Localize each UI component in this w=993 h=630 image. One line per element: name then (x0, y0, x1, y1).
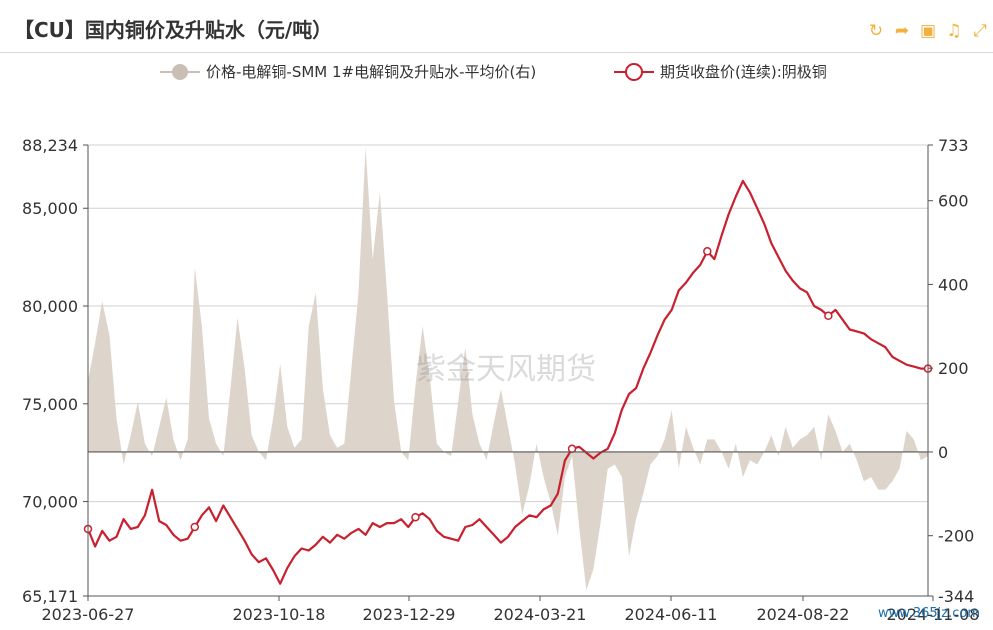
left-tick-label: 65,171 (22, 587, 78, 606)
x-tick-label: 2023-06-27 (42, 605, 135, 624)
left-tick-label: 70,000 (22, 493, 78, 512)
futures-marker (824, 311, 833, 321)
toolbar-icons: ↻ ➦ ▣ ♫ ⤢ (863, 18, 993, 44)
chart-title: 【CU】国内铜价及升贴水（元/吨） (14, 18, 333, 42)
watermark: 紫金天风期货 (416, 352, 596, 387)
share-icon[interactable]: ➦ (894, 21, 910, 41)
x-tick-label: 2023-10-18 (233, 605, 326, 624)
expand-icon[interactable]: ⤢ (973, 21, 987, 41)
x-tick-label: 2024-03-21 (494, 605, 587, 624)
x-axis-ticks: 2023-06-27 2023-10-18 2023-12-29 2024-03-21… (42, 596, 980, 624)
bell-icon[interactable]: ♫ (946, 21, 962, 41)
chart-header: 【CU】国内铜价及升贴水（元/吨） ↻ ➦ ▣ ♫ ⤢ (0, 0, 993, 52)
legend-marker-area (160, 64, 200, 80)
futures-marker (703, 247, 712, 256)
image-icon[interactable]: ▣ (919, 21, 937, 41)
right-tick-label: -200 (938, 527, 974, 546)
legend-label-futures-close: 期货收盘价(连续):阴极铜 (660, 63, 827, 81)
x-tick-label: 2023-12-29 (363, 605, 456, 624)
futures-marker (190, 522, 200, 532)
right-axis-ticks: -344 -200 0 200 400 600 733 (928, 136, 974, 606)
legend-label-spot-premium: 价格-电解铜-SMM 1#电解铜及升贴水-平均价(右) (206, 63, 537, 81)
axes (87, 145, 929, 597)
x-tick-label: 2024-11-08 (887, 605, 980, 624)
right-tick-label: 600 (938, 192, 969, 211)
left-tick-label: 80,000 (22, 297, 78, 316)
header-divider (0, 52, 993, 53)
futures-line (86, 179, 928, 585)
right-tick-label: 400 (938, 275, 969, 294)
left-tick-label: 75,000 (22, 395, 78, 414)
source-mark: www.365jz.com (878, 606, 980, 621)
x-tick-label: 2024-08-22 (757, 605, 850, 624)
right-tick-label: 0 (938, 443, 948, 462)
left-axis-ticks: 65,171 70,000 75,000 80,000 85,000 88,234 (22, 136, 88, 606)
right-tick-label: 200 (938, 359, 969, 378)
futures-marker (411, 512, 420, 522)
legend-marker-line (614, 63, 654, 81)
left-tick-label: 85,000 (22, 199, 78, 218)
right-tick-label: 733 (938, 136, 969, 155)
legend: 价格-电解铜-SMM 1#电解铜及升贴水-平均价(右) 期货收盘价(连续):阴极… (0, 58, 993, 86)
x-tick-label: 2024-06-11 (625, 605, 718, 624)
futures-marker (567, 444, 577, 454)
right-tick-label: -344 (938, 587, 974, 606)
refresh-icon[interactable]: ↻ (868, 21, 884, 41)
left-tick-label: 88,234 (22, 136, 78, 155)
